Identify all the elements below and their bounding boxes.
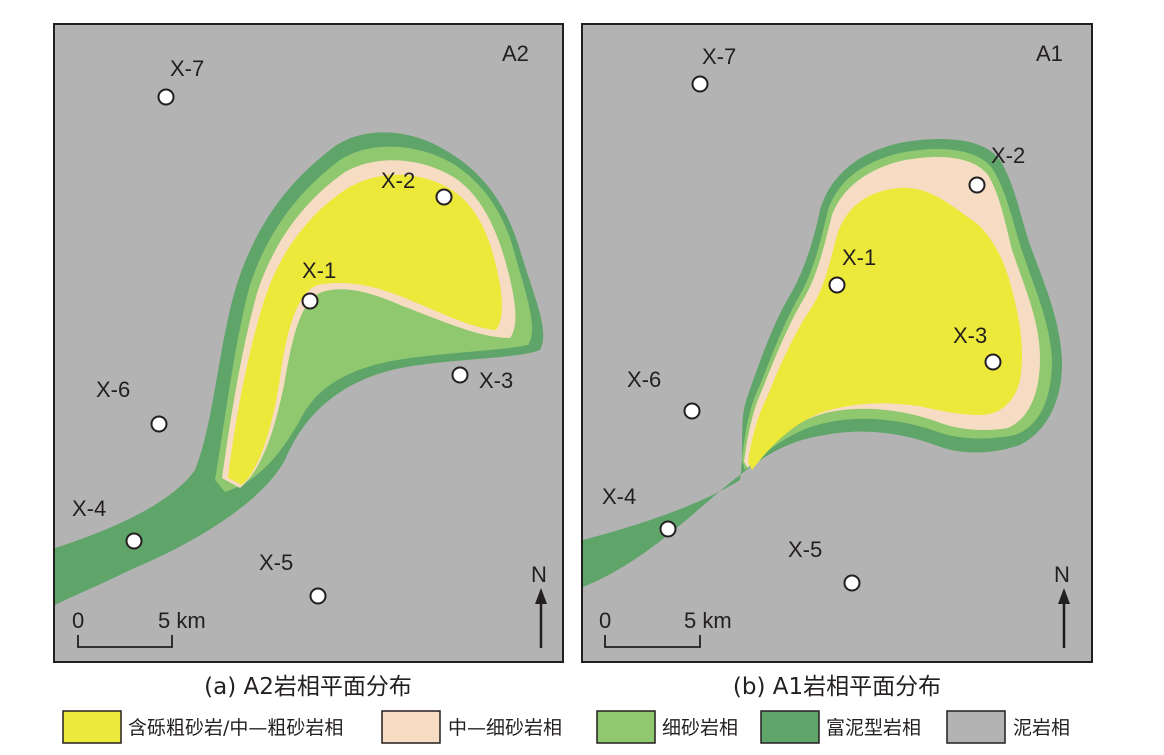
well-label-x1-a1: X-1	[842, 245, 876, 270]
well-marker-x2-a2	[435, 188, 453, 206]
legend-label-mud-rich: 富泥型岩相	[826, 717, 921, 739]
well-label-x3-a1: X-3	[953, 323, 987, 348]
legend-swatch-mud-rich	[760, 710, 820, 744]
well-marker-x6-a2	[150, 415, 168, 433]
well-label-x1-a2: X-1	[302, 258, 336, 283]
well-marker-x1-a2	[301, 292, 319, 310]
well-marker-x5-a1	[843, 574, 861, 592]
facies-gravel-coarse-sand-a2	[228, 174, 502, 486]
caption-a2: (a) A2岩相平面分布	[204, 674, 412, 700]
well-label-x2-a1: X-2	[991, 143, 1025, 168]
well-label-x6-a2: X-6	[96, 377, 130, 402]
north-label-a1: N	[1054, 562, 1070, 587]
legend-label-medium-fine-sand: 中—细砂岩相	[448, 717, 562, 739]
map-corner-label-a2: A2	[502, 41, 529, 66]
legend-label-gravel-coarse-sand: 含砾粗砂岩/中—粗砂岩相	[128, 717, 343, 739]
well-marker-x4-a1	[659, 520, 677, 538]
caption-a1: (b) A1岩相平面分布	[733, 674, 941, 700]
legend: 含砾粗砂岩/中—粗砂岩相 中—细砂岩相 细砂岩相 富泥型岩相 泥岩相	[62, 710, 1070, 744]
well-label-x5-a1: X-5	[788, 537, 822, 562]
well-label-x4-a1: X-4	[602, 484, 636, 509]
map-panel-a2: X-7 X-2 X-1 X-3 X-6 X-4 X-5 A2 0 5 km N	[53, 23, 564, 663]
well-marker-x4-a2	[125, 532, 143, 550]
scale-start-a1: 0	[599, 608, 611, 633]
scale-bar-a2: 0 5 km	[72, 608, 206, 648]
map-corner-label-a1: A1	[1036, 41, 1063, 66]
well-label-x5-a2: X-5	[259, 550, 293, 575]
well-label-x2-a2: X-2	[381, 168, 415, 193]
legend-swatch-medium-fine-sand	[381, 710, 441, 744]
facies-gravel-coarse-sand-a1	[748, 187, 1023, 471]
well-marker-x3-a1	[984, 353, 1002, 371]
well-marker-x7-a1	[691, 75, 709, 93]
legend-swatch-mud	[946, 710, 1006, 744]
well-marker-x5-a2	[309, 587, 327, 605]
well-label-x6-a1: X-6	[627, 367, 661, 392]
north-arrow-a1: N	[1054, 562, 1070, 648]
well-marker-x6-a1	[683, 402, 701, 420]
legend-swatch-gravel-coarse-sand	[62, 710, 122, 744]
well-marker-x7-a2	[157, 88, 175, 106]
well-label-x4-a2: X-4	[72, 496, 106, 521]
legend-swatch-fine-sand	[596, 710, 656, 744]
scale-start-a2: 0	[72, 608, 84, 633]
scale-end-a2: 5 km	[158, 608, 206, 633]
scale-end-a1: 5 km	[684, 608, 732, 633]
well-label-x7-a1: X-7	[702, 44, 736, 69]
map-panel-a1: X-7 X-2 X-1 X-3 X-6 X-4 X-5 A1 0 5 km N	[581, 23, 1093, 663]
north-label-a2: N	[531, 562, 547, 587]
north-arrow-a2: N	[531, 562, 547, 648]
legend-label-fine-sand: 细砂岩相	[662, 717, 738, 739]
well-marker-x1-a1	[828, 276, 846, 294]
scale-bar-a1: 0 5 km	[599, 608, 732, 648]
well-label-x3-a2: X-3	[479, 368, 513, 393]
well-label-x7-a2: X-7	[170, 56, 204, 81]
well-marker-x3-a2	[451, 366, 469, 384]
well-marker-x2-a1	[968, 176, 986, 194]
legend-label-mud: 泥岩相	[1013, 717, 1070, 739]
